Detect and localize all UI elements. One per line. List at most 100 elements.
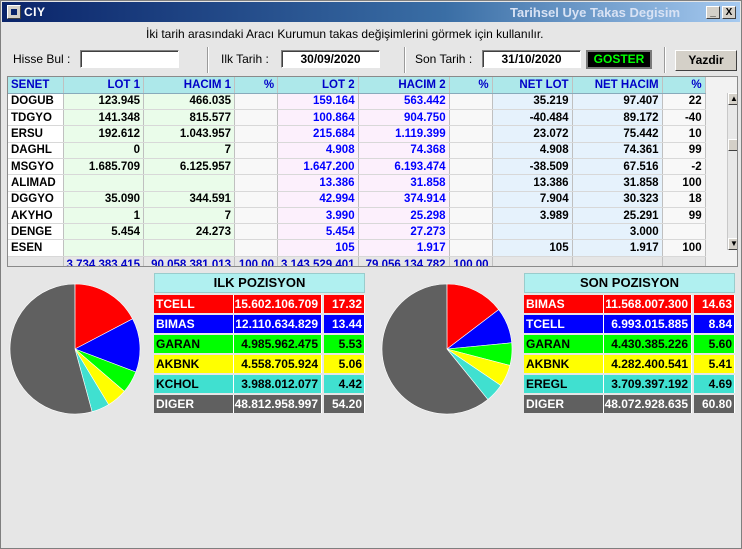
ilk-tarih-input[interactable]: 30/09/2020 <box>281 50 380 68</box>
title-bar[interactable]: CIY Tarihsel Uye Takas Degisim _ X <box>2 2 740 22</box>
table-cell: TDGYO <box>8 109 64 127</box>
table-cell: 1 <box>63 207 145 225</box>
column-header[interactable]: % <box>662 77 706 94</box>
position-row[interactable]: DIGER 48.812.958.997 54.20 <box>154 395 365 413</box>
total-cell <box>572 256 663 266</box>
scroll-thumb[interactable] <box>728 139 737 151</box>
table-row[interactable]: DOGUB 123.945 466.035 159.164 563.442 35.219 9… <box>8 93 706 111</box>
table-cell <box>234 207 279 225</box>
position-value: 4.558.705.924 <box>234 355 322 373</box>
position-row[interactable]: AKBNK 4.282.400.541 5.41 <box>524 355 735 373</box>
table-cell: 123.945 <box>63 93 145 111</box>
column-header[interactable]: LOT 1 <box>63 77 145 94</box>
table-cell: 6.193.474 <box>358 158 450 176</box>
table-cell: 27.273 <box>358 223 450 241</box>
position-row[interactable]: TCELL 15.602.106.709 17.32 <box>154 295 365 313</box>
position-row[interactable]: TCELL 6.993.015.885 8.84 <box>524 315 735 333</box>
table-cell: 1.685.709 <box>63 158 145 176</box>
position-percent: 17.32 <box>324 295 365 313</box>
column-header[interactable]: NET HACIM <box>572 77 663 94</box>
table-cell: 1.917 <box>572 239 663 257</box>
table-cell: 7 <box>143 207 236 225</box>
column-header[interactable]: % <box>234 77 279 94</box>
table-row[interactable]: ALIMAD 13.386 31.858 13.386 31.858 100 <box>8 174 706 192</box>
table-cell: MSGYO <box>8 158 64 176</box>
position-row[interactable]: GARAN 4.985.962.475 5.53 <box>154 335 365 353</box>
table-cell: 7 <box>143 142 236 159</box>
table-cell <box>449 158 493 176</box>
table-cell: 100 <box>662 174 706 192</box>
table-row[interactable]: TDGYO 141.348 815.577 100.864 904.750 -40.484… <box>8 109 706 127</box>
table-cell <box>143 174 236 192</box>
total-cell: 100,00 <box>449 256 493 266</box>
column-header[interactable]: SENET <box>8 77 64 94</box>
column-header[interactable]: % <box>449 77 493 94</box>
table-cell: 466.035 <box>143 93 236 111</box>
takas-grid[interactable]: SENET LOT 1 HACIM 1% LOT 2 HACIM 2% NET LOT NE… <box>7 76 738 267</box>
total-cell: 100,00 <box>234 256 279 266</box>
table-cell: 42.994 <box>277 191 359 208</box>
position-row[interactable]: AKBNK 4.558.705.924 5.06 <box>154 355 365 373</box>
table-cell: -38.509 <box>492 158 573 176</box>
position-name: TCELL <box>154 295 234 313</box>
table-row[interactable]: MSGYO 1.685.709 6.125.957 1.647.200 6.193.47… <box>8 158 706 176</box>
table-row[interactable]: DGGYO 35.090 344.591 42.994 374.914 7.904 30.3… <box>8 191 706 208</box>
table-cell: -40.484 <box>492 109 573 127</box>
position-name: TCELL <box>524 315 604 333</box>
yazdir-button[interactable]: Yazdir <box>675 50 737 71</box>
close-button[interactable]: X <box>722 6 736 19</box>
instruction-text: İki tarih arasındaki Aracı Kurumun takas… <box>146 27 544 41</box>
table-cell: 13.386 <box>277 174 359 192</box>
vertical-scrollbar[interactable]: ▲ ▼ <box>727 93 737 250</box>
position-name: BIMAS <box>524 295 604 313</box>
position-name: BIMAS <box>154 315 234 333</box>
pie-slice-diger <box>9 283 93 415</box>
table-cell: 3.989 <box>492 207 573 225</box>
column-header[interactable]: NET LOT <box>492 77 573 94</box>
table-row[interactable]: ERSU 192.612 1.043.957 215.684 1.119.399 23.0… <box>8 125 706 143</box>
total-cell <box>662 256 706 266</box>
position-percent: 13.44 <box>324 315 365 333</box>
table-cell: 3.000 <box>572 223 663 241</box>
window-title: CIY <box>24 5 46 19</box>
table-cell <box>449 223 493 241</box>
position-row[interactable]: BIMAS 11.568.007.300 14.63 <box>524 295 735 313</box>
table-cell <box>449 174 493 192</box>
table-cell: 1.119.399 <box>358 125 450 143</box>
position-row[interactable]: DIGER 48.072.928.635 60.80 <box>524 395 735 413</box>
son-tarih-input[interactable]: 31/10/2020 <box>482 50 581 68</box>
column-header[interactable]: LOT 2 <box>277 77 359 94</box>
table-cell: 25.298 <box>358 207 450 225</box>
scroll-up-arrow-icon[interactable]: ▲ <box>728 93 737 105</box>
scroll-down-arrow-icon[interactable]: ▼ <box>728 238 737 250</box>
hisse-search-input[interactable] <box>80 50 179 68</box>
column-header[interactable]: HACIM 1 <box>143 77 236 94</box>
position-percent: 5.53 <box>324 335 365 353</box>
total-cell: 3.734.383.415 <box>63 256 145 266</box>
table-cell: 1.647.200 <box>277 158 359 176</box>
son-pozisyon-pie-chart <box>381 283 513 415</box>
table-row[interactable]: ESEN 105 1.917 105 1.917 100 <box>8 239 706 257</box>
table-cell: 30.323 <box>572 191 663 208</box>
table-cell <box>234 191 279 208</box>
table-row[interactable]: AKYHO 1 7 3.990 25.298 3.989 25.291 99 <box>8 207 706 225</box>
table-cell: 215.684 <box>277 125 359 143</box>
table-cell: -40 <box>662 109 706 127</box>
table-cell: 904.750 <box>358 109 450 127</box>
column-header[interactable]: HACIM 2 <box>358 77 450 94</box>
position-row[interactable]: GARAN 4.430.385.226 5.60 <box>524 335 735 353</box>
position-row[interactable]: BIMAS 12.110.634.829 13.44 <box>154 315 365 333</box>
table-cell: 1.917 <box>358 239 450 257</box>
table-cell: 24.273 <box>143 223 236 241</box>
totals-row: 3.734.383.415 90.058.381.013 100,00 3.143.5… <box>8 256 706 266</box>
minimize-button[interactable]: _ <box>706 6 720 19</box>
table-row[interactable]: DAGHL 0 7 4.908 74.368 4.908 74.361 99 <box>8 142 706 159</box>
position-row[interactable]: EREGL 3.709.397.192 4.69 <box>524 375 735 393</box>
table-cell <box>234 223 279 241</box>
position-row[interactable]: KCHOL 3.988.012.077 4.42 <box>154 375 365 393</box>
table-cell <box>449 125 493 143</box>
table-row[interactable]: DENGE 5.454 24.273 5.454 27.273 3.000 <box>8 223 706 241</box>
table-cell: ESEN <box>8 239 64 257</box>
goster-button[interactable]: GOSTER <box>586 50 652 69</box>
total-cell <box>492 256 573 266</box>
